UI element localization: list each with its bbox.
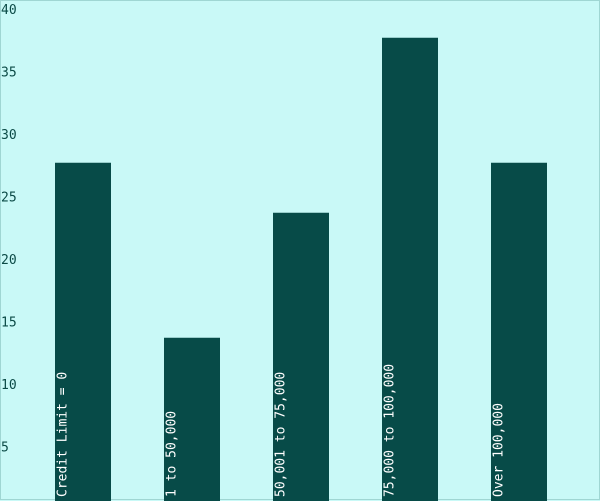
category-label: 75,000 to 100,000 — [383, 364, 398, 497]
bar — [55, 162, 111, 501]
bar — [491, 162, 547, 501]
y-tick-label: 5 — [1, 441, 9, 456]
bar — [273, 212, 329, 501]
category-label: Over 100,000 — [492, 403, 507, 497]
y-tick-label: 35 — [1, 66, 17, 81]
y-tick-label: 40 — [1, 3, 17, 18]
bar-labels-group: Credit Limit = 0 1 to 50,000 50,001 to 75,… — [56, 364, 507, 497]
bar — [164, 337, 220, 501]
bars-group — [55, 37, 547, 501]
y-tick-label: 30 — [1, 128, 17, 143]
y-tick-label: 20 — [1, 253, 17, 268]
y-axis: 5 10 15 20 25 30 35 40 — [1, 3, 17, 456]
category-label: 50,001 to 75,000 — [274, 372, 289, 497]
y-tick-label: 10 — [1, 378, 17, 393]
category-label: 1 to 50,000 — [165, 411, 180, 497]
bar — [382, 37, 438, 501]
y-tick-label: 15 — [1, 316, 17, 331]
category-label: Credit Limit = 0 — [56, 372, 71, 497]
y-tick-label: 25 — [1, 191, 17, 206]
